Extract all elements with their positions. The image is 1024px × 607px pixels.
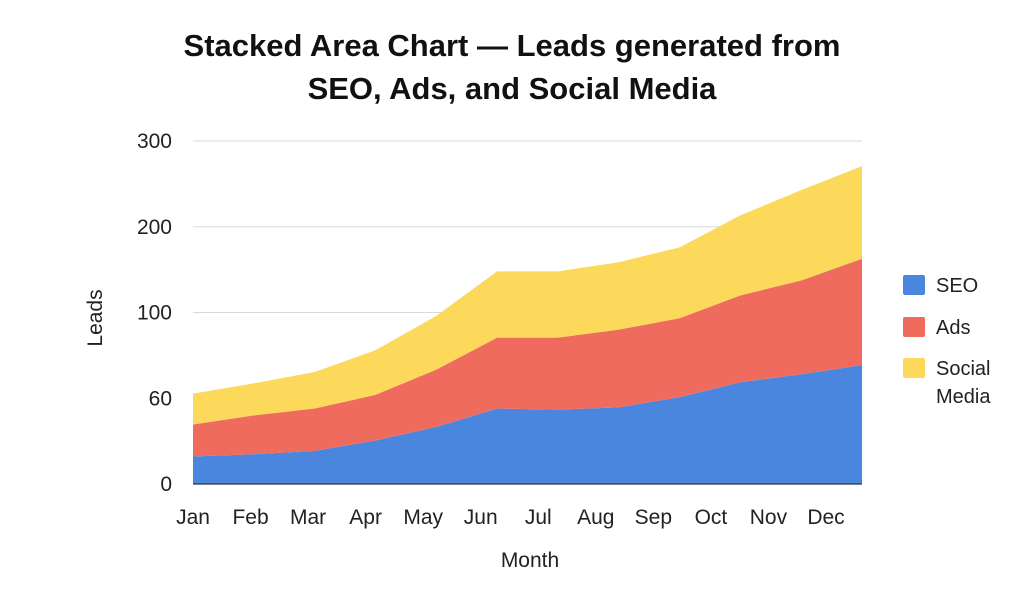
legend-label: Social (936, 358, 990, 380)
chart-title-line-2: SEO, Ads, and Social Media (308, 71, 718, 106)
x-tick-label: Dec (807, 506, 844, 529)
chart-title-line-1: Stacked Area Chart — Leads generated fro… (184, 28, 841, 63)
legend-label: Ads (936, 317, 970, 339)
area-ads (193, 258, 862, 457)
x-tick-label: Mar (290, 506, 326, 529)
y-axis-label: Leads (84, 289, 107, 346)
area-social-media (193, 166, 862, 425)
legend-swatch (903, 317, 925, 337)
legend-label: Media (936, 386, 991, 408)
y-axis-ticks: 0 60 100 200 300 (137, 130, 172, 496)
y-tick-label: 200 (137, 216, 172, 239)
y-tick-label: 0 (160, 473, 172, 496)
legend: SEO Ads Social Media (903, 275, 991, 408)
x-tick-label: Jan (176, 506, 210, 529)
x-tick-label: Oct (695, 506, 728, 529)
legend-swatch (903, 358, 925, 378)
x-tick-label: Jul (525, 506, 552, 529)
y-tick-label: 300 (137, 130, 172, 153)
x-tick-label: Feb (232, 506, 268, 529)
x-tick-label: Nov (750, 506, 788, 529)
legend-label: SEO (936, 275, 978, 297)
y-tick-label: 60 (149, 387, 172, 410)
x-tick-label: May (403, 506, 443, 529)
y-tick-label: 100 (137, 302, 172, 325)
legend-swatch (903, 275, 925, 295)
x-tick-label: Jun (464, 506, 498, 529)
x-tick-label: Apr (349, 506, 382, 529)
x-tick-label: Sep (635, 506, 672, 529)
areas (193, 166, 862, 484)
x-axis-label: Month (501, 549, 559, 572)
area-seo (193, 365, 862, 484)
x-tick-label: Aug (577, 506, 614, 529)
x-axis-ticks: Jan Feb Mar Apr May Jun Jul Aug Sep Oct Nov Dec (176, 506, 845, 529)
